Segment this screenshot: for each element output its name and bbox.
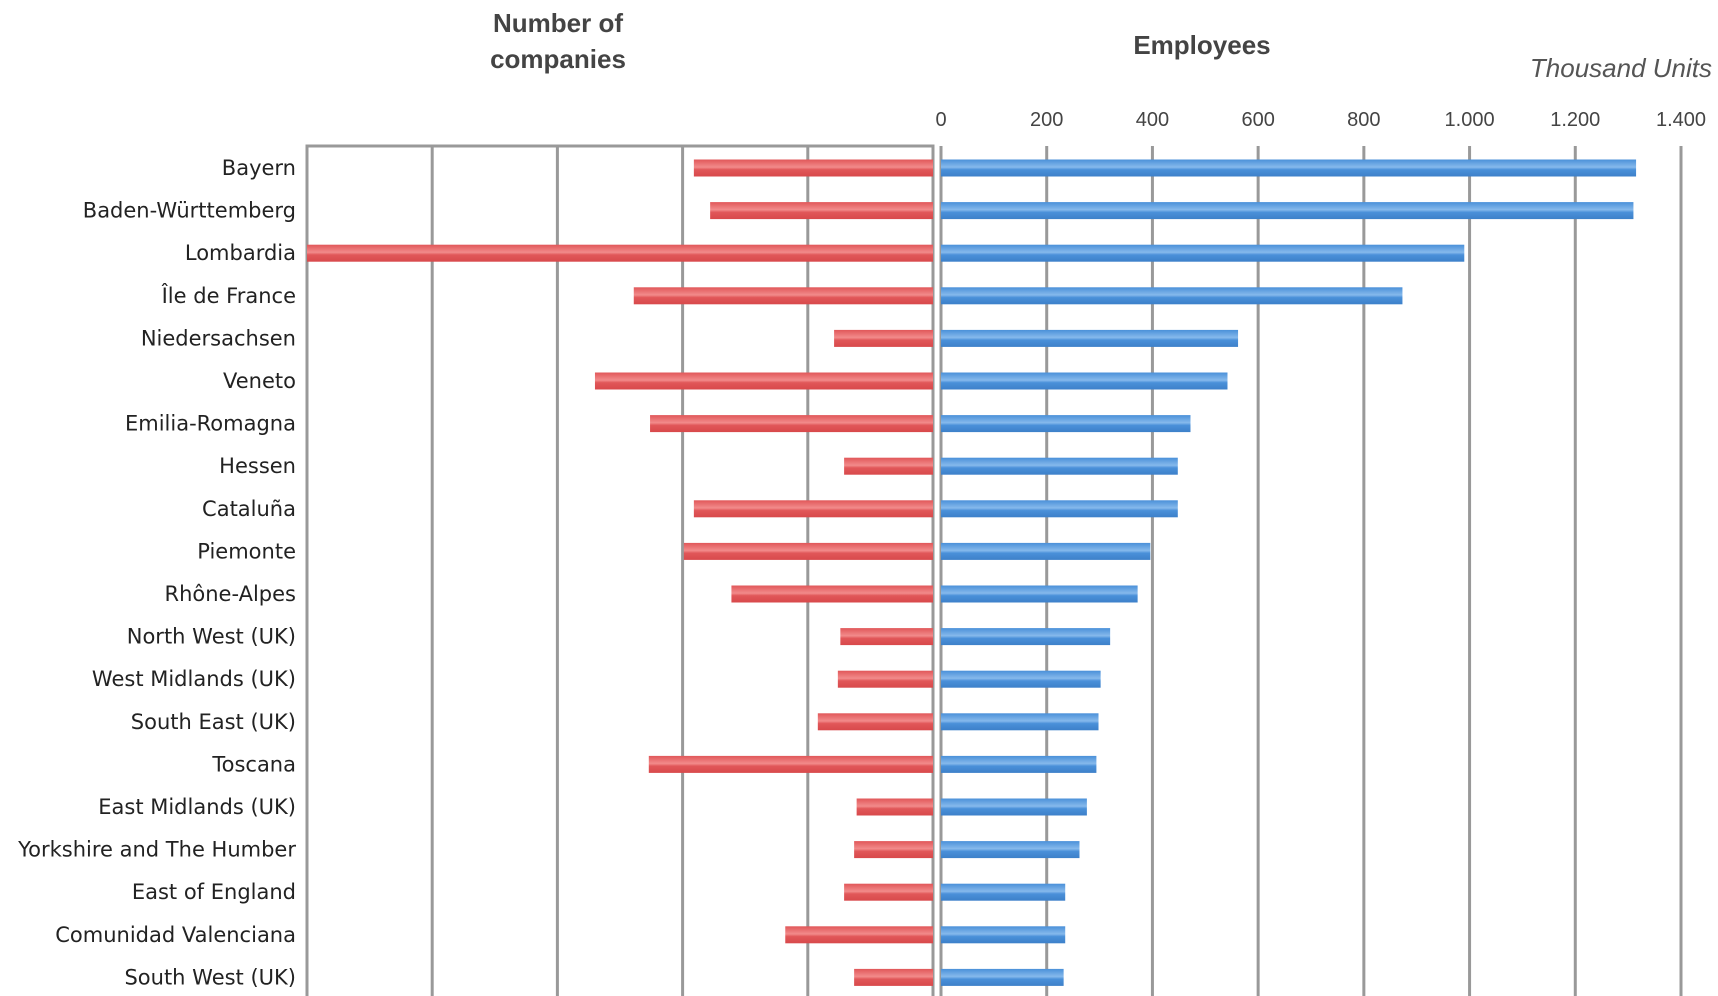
left-title-line1: Number of (493, 8, 623, 38)
category-label: South West (UK) (124, 965, 296, 989)
left-title-line2: companies (490, 44, 626, 74)
companies-bar (307, 244, 933, 262)
employees-bar (941, 968, 1064, 986)
category-label: West Midlands (UK) (92, 667, 296, 691)
category-label: Île de France (161, 283, 296, 308)
category-label: Cataluña (202, 497, 296, 521)
category-label: North West (UK) (127, 625, 296, 649)
category-label: Baden-Württemberg (83, 199, 296, 223)
employees-bar (941, 798, 1087, 816)
grid-layer (305, 144, 1683, 996)
employees-bar (941, 542, 1151, 560)
companies-bar (856, 798, 933, 816)
employees-bar (941, 628, 1111, 646)
x-tick-label: 800 (1347, 109, 1380, 131)
employees-bar (941, 883, 1066, 901)
employees-bar (941, 244, 1465, 262)
category-label: Veneto (223, 369, 296, 393)
companies-bar (693, 500, 933, 518)
employees-bar (941, 500, 1178, 518)
category-label: East Midlands (UK) (98, 795, 296, 819)
right-title: Employees (1133, 30, 1270, 60)
category-label: East of England (132, 880, 296, 904)
employees-bar (941, 755, 1097, 773)
x-axis-ticks: 0 200 400 600 800 1.000 1.200 1.400 (935, 109, 1706, 131)
category-label: Rhône-Alpes (165, 582, 297, 606)
companies-bar (817, 713, 933, 731)
employees-bar (941, 926, 1066, 944)
employees-bar (941, 841, 1080, 859)
bars-layer (307, 159, 1637, 986)
companies-bar (854, 841, 933, 859)
unit-label: Thousand Units (1530, 53, 1712, 83)
category-label: Hessen (219, 454, 296, 478)
category-labels: Bayern Baden-Württemberg Lombardia Île de F… (17, 156, 296, 989)
companies-bar (650, 415, 933, 433)
category-label: South East (UK) (131, 710, 296, 734)
employees-bar (941, 202, 1634, 220)
companies-bar (710, 202, 933, 220)
companies-bar (844, 457, 933, 475)
employees-bar (941, 372, 1228, 390)
companies-bar (693, 159, 933, 177)
employees-bar (941, 670, 1101, 688)
x-tick-label: 400 (1136, 109, 1169, 131)
companies-bar (731, 585, 933, 603)
companies-bar (683, 542, 933, 560)
employees-bar (941, 287, 1403, 305)
x-tick-label: 600 (1241, 109, 1274, 131)
x-tick-label: 200 (1030, 109, 1063, 131)
companies-bar (594, 372, 933, 390)
x-tick-label: 0 (935, 109, 946, 131)
companies-bar (648, 755, 933, 773)
companies-bar (840, 628, 933, 646)
employees-bar (941, 457, 1178, 475)
category-label: Toscana (211, 752, 296, 776)
x-tick-label: 1.400 (1656, 109, 1706, 131)
companies-bar (837, 670, 933, 688)
category-label: Piemonte (197, 539, 296, 563)
companies-bar (854, 968, 933, 986)
employees-bar (941, 415, 1191, 433)
category-label: Lombardia (185, 241, 296, 265)
employees-bar (941, 713, 1099, 731)
employees-bar (941, 159, 1637, 177)
left-plot-frame (305, 144, 935, 996)
companies-bar (844, 883, 933, 901)
employees-bar (941, 329, 1239, 347)
companies-bar (834, 329, 933, 347)
employees-bar (941, 585, 1138, 603)
category-label: Yorkshire and The Humber (17, 838, 296, 862)
category-label: Comunidad Valenciana (55, 923, 296, 947)
x-tick-label: 1.000 (1445, 109, 1495, 131)
x-tick-label: 1.200 (1550, 109, 1600, 131)
companies-bar (633, 287, 933, 305)
category-label: Niedersachsen (141, 326, 296, 350)
category-label: Bayern (222, 156, 296, 180)
category-label: Emilia-Romagna (125, 412, 296, 436)
companies-bar (785, 926, 933, 944)
